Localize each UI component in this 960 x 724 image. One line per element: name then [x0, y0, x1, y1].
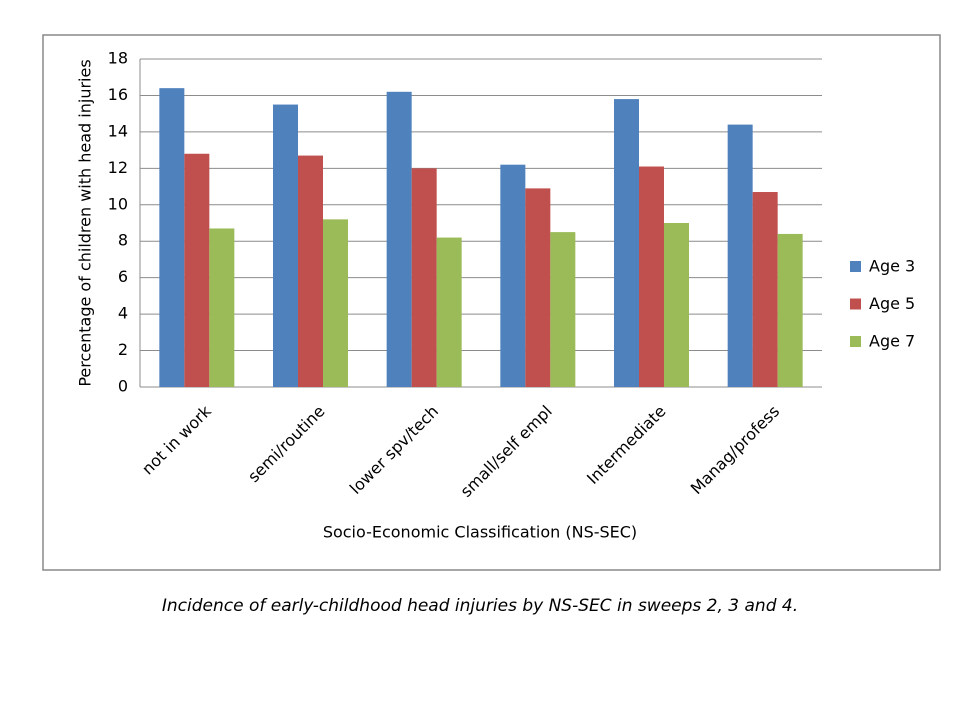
bar: [411, 168, 437, 387]
legend-label: Age 7: [869, 332, 915, 351]
bar: [273, 104, 298, 388]
bar: [752, 192, 778, 387]
caption: Incidence of early-childhood head injuri…: [162, 596, 798, 616]
y-tick-label: 0: [118, 377, 128, 396]
y-tick-label: 6: [118, 267, 128, 286]
bar: [727, 124, 753, 387]
bar: [159, 88, 185, 388]
bar: [209, 228, 235, 387]
legend-label: Age 5: [869, 294, 915, 313]
bar: [639, 166, 664, 387]
bar: [500, 164, 526, 387]
y-axis-title: Percentage of children with head injurie…: [76, 59, 95, 386]
bar: [386, 91, 412, 388]
y-tick-label: 4: [118, 304, 128, 323]
legend-swatch: [850, 336, 861, 347]
bar: [436, 237, 462, 387]
bar: [614, 99, 639, 387]
bar: [525, 188, 551, 387]
legend-label: Age 3: [869, 257, 915, 276]
bar: [664, 223, 689, 387]
bar: [184, 153, 210, 387]
y-tick-label: 8: [118, 231, 128, 250]
bar: [777, 233, 803, 387]
y-tick-label: 14: [108, 121, 128, 140]
bar: [550, 232, 576, 387]
y-tick-label: 2: [118, 340, 128, 359]
y-tick-label: 10: [108, 194, 128, 213]
x-axis-title: Socio-Economic Classification (NS-SEC): [323, 523, 637, 542]
y-tick-label: 12: [108, 158, 128, 177]
legend-swatch: [850, 298, 861, 310]
bar: [298, 155, 323, 387]
legend-swatch: [850, 261, 861, 272]
y-tick-label: 18: [108, 49, 128, 68]
y-tick-label: 16: [108, 85, 128, 104]
bar: [323, 219, 348, 387]
